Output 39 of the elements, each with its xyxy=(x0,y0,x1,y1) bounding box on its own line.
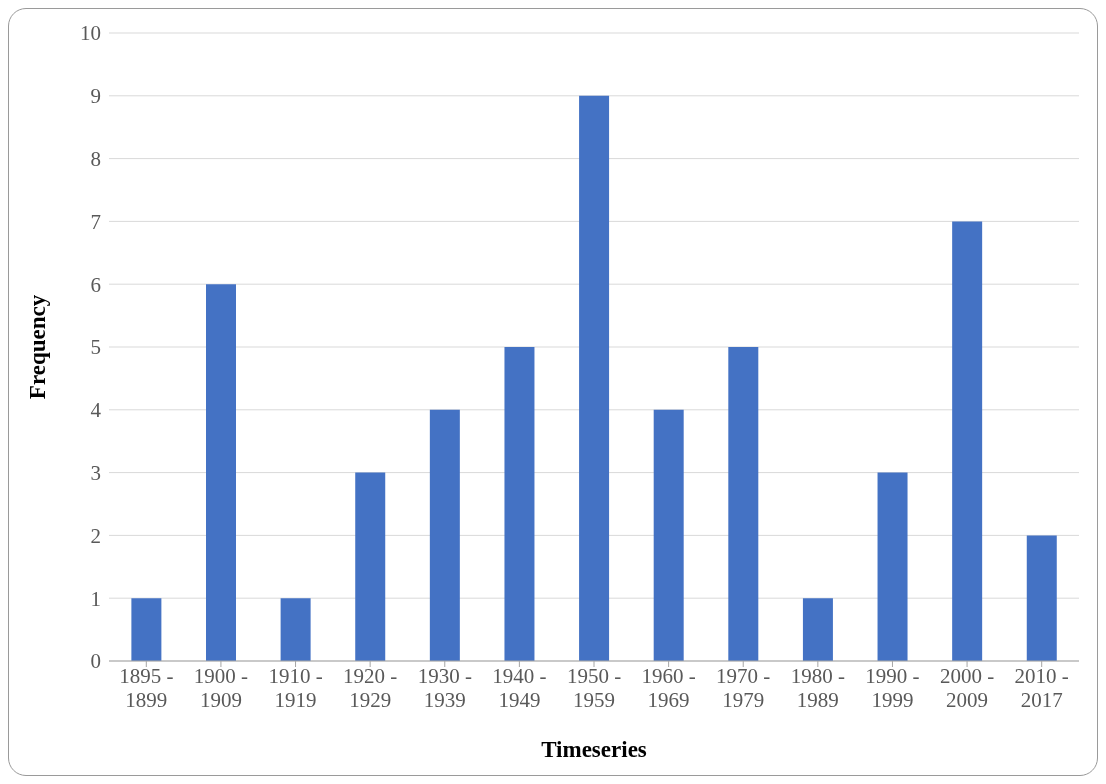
x-tick-label: 1900 - 1909 xyxy=(193,664,249,712)
bar xyxy=(579,95,610,661)
y-tick-label: 2 xyxy=(90,523,101,548)
y-tick-label: 0 xyxy=(90,649,101,674)
x-tick-label: 1950 - 1959 xyxy=(566,664,622,712)
x-tick-label: 1980 - 1989 xyxy=(790,664,845,712)
bar xyxy=(429,409,460,661)
x-tick-label: 1990 - 1999 xyxy=(865,664,920,712)
y-tick-label: 7 xyxy=(90,209,101,234)
bar xyxy=(653,409,684,661)
y-tick-label: 4 xyxy=(90,398,102,423)
y-tick-label: 8 xyxy=(90,147,101,172)
x-tick-label: 1960 - 1969 xyxy=(641,664,696,712)
x-tick-label: 2010 - 2017 xyxy=(1014,664,1069,712)
x-tick-label: 2000 - 2009 xyxy=(939,664,995,712)
x-tick-label: 1940 - 1949 xyxy=(492,664,547,712)
x-tick-label: 1930 - 1939 xyxy=(417,664,472,712)
y-axis-title: Frequency xyxy=(25,294,51,400)
y-tick-label: 9 xyxy=(90,84,101,109)
x-tick-label: 1895 - 1899 xyxy=(119,664,174,712)
bar xyxy=(504,347,535,661)
y-tick-label: 10 xyxy=(80,21,101,46)
bar xyxy=(206,284,236,661)
y-tick-label: 1 xyxy=(90,586,101,611)
bar xyxy=(131,598,162,661)
x-tick-label: 1910 - 1919 xyxy=(268,664,323,712)
bar xyxy=(877,472,908,661)
bar xyxy=(355,472,386,661)
bar xyxy=(280,598,311,661)
x-axis-title: Timeseries xyxy=(541,737,647,762)
bar xyxy=(728,347,759,661)
y-tick-label: 3 xyxy=(90,461,101,486)
x-tick-label: 1920 - 1929 xyxy=(343,664,398,712)
y-tick-label: 5 xyxy=(90,335,101,360)
x-tick-label: 1970 - 1979 xyxy=(716,664,771,712)
y-tick-label: 6 xyxy=(90,272,101,297)
bar xyxy=(1026,535,1057,661)
bar xyxy=(952,221,983,661)
bar xyxy=(802,598,833,661)
